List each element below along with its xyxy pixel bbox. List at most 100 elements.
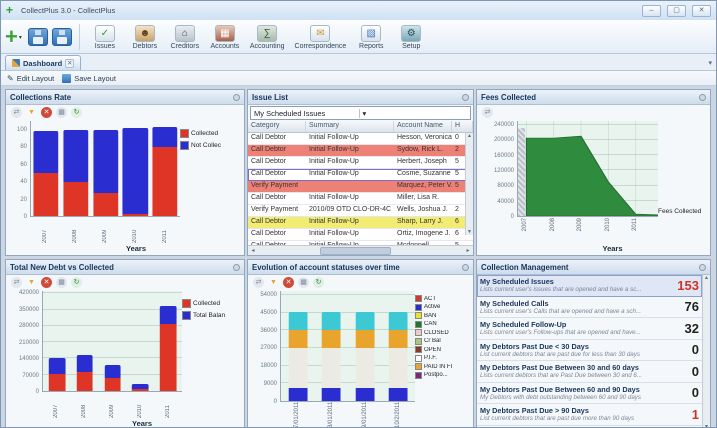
pin-icon[interactable] [233, 93, 240, 101]
tab-close-icon[interactable]: ✕ [65, 58, 75, 68]
pin-icon[interactable] [462, 263, 469, 271]
table-cell: Wells, Joshua J. [397, 206, 448, 213]
toolbar-button-issues[interactable]: ✓ Issues [85, 21, 125, 53]
table-row[interactable]: Call Debtor Initial Follow-Up Cosme, Suzan… [248, 169, 473, 181]
pin-icon[interactable] [462, 93, 469, 101]
navigate-icon[interactable]: ⇄ [11, 276, 22, 288]
panel-header[interactable]: Evolution of account statuses over time [248, 260, 473, 275]
refresh-icon[interactable]: ↻ [71, 106, 82, 118]
y-axis: 0 9000 18000 27000 36000 45000 54000 [260, 291, 277, 405]
issue-filter-dropdown[interactable]: My Scheduled Issues ▾ [250, 106, 471, 120]
pin-icon[interactable] [699, 93, 706, 101]
table-row[interactable]: Call Debtor Initial Follow-Up Sharp, Larry… [248, 217, 473, 229]
filter-icon[interactable]: ▼ [28, 278, 35, 286]
scroll-right-icon[interactable]: ▸ [466, 248, 470, 254]
maximize-button[interactable]: ▢ [667, 4, 686, 17]
close-icon[interactable]: ✕ [41, 106, 52, 118]
scroll-down-icon[interactable]: ▼ [704, 424, 709, 427]
x-axis: 2007 2008 2009 2010 2011 [30, 217, 180, 244]
bar-7/01/2011 [288, 311, 308, 401]
kpi-row[interactable]: My Scheduled Issues Lists current user's … [477, 275, 702, 297]
tab-dashboard[interactable]: Dashboard ✕ [5, 55, 82, 70]
scroll-down-icon[interactable]: ▼ [467, 229, 472, 235]
scroll-up-icon[interactable]: ▲ [467, 133, 472, 139]
toolbar-button-debtors[interactable]: ☻ Debtors [125, 21, 165, 53]
vertical-scrollbar[interactable]: ▲ ▼ [465, 133, 473, 235]
filter-icon[interactable]: ▼ [28, 108, 35, 116]
x-axis: 7/01/2011 8/01/2011 9/01/2011 10/2/2011 [280, 402, 415, 427]
debtors-icon: ☻ [134, 24, 155, 42]
toolbar-button-creditors[interactable]: ⌂ Creditors [165, 21, 205, 53]
toolbar-button-correspondence[interactable]: ✉ Correspondence [290, 21, 352, 53]
table-row[interactable]: Call Debtor Initial Follow-Up Ortiz, Imoge… [248, 229, 473, 241]
toolbar-button-accounts[interactable]: ▦ Accounts [205, 21, 245, 53]
table-cell: 6 [455, 218, 459, 225]
dashboard: Collections Rate ⇄ ▼ ✕ ▦ ↻ 0 20 40 60 80 100 Colle… [1, 86, 716, 427]
table-row[interactable]: Call Debtor Initial Follow-Up Hesson, Vero… [248, 133, 473, 145]
bar-segment [48, 358, 66, 374]
pin-icon[interactable] [699, 263, 706, 271]
save-all-button[interactable] [51, 28, 72, 46]
kpi-row[interactable]: My Debtors Past Due > 90 Days List curren… [477, 404, 702, 426]
scrollbar-track[interactable] [258, 246, 463, 255]
save-layout-button[interactable]: Save Layout [62, 73, 116, 83]
legend-item: OPEN [415, 346, 471, 353]
close-icon[interactable]: ✕ [41, 276, 52, 288]
navigate-icon[interactable]: ⇄ [482, 106, 493, 118]
kpi-row[interactable]: My Debtors Past Due < 30 Days List curren… [477, 339, 702, 361]
table-row[interactable]: Verify Payment Marquez, Peter V. 5 [248, 181, 473, 193]
panel-header[interactable]: Total New Debt vs Collected [6, 260, 244, 275]
panel-header[interactable]: Collection Management [477, 260, 710, 275]
column-header[interactable]: H [452, 121, 473, 132]
table-cell: Initial Follow-Up [309, 230, 359, 237]
close-button[interactable]: ✕ [692, 4, 711, 17]
minimize-button[interactable]: ‒ [642, 4, 661, 17]
table-cell: Sharp, Larry J. [397, 218, 443, 225]
panel-toolbar: ⇄ ▼ ✕ ▦ ↻ [6, 275, 244, 289]
export-icon[interactable]: ▦ [56, 106, 67, 118]
legend-item: Postpo... [415, 371, 471, 379]
refresh-icon[interactable]: ↻ [71, 276, 82, 288]
edit-layout-button[interactable]: ✎ Edit Layout [7, 74, 54, 83]
scroll-up-icon[interactable]: ▲ [704, 275, 709, 281]
panel-header[interactable]: Issue List [248, 90, 473, 105]
table-row[interactable]: Call Debtor Initial Follow-Up Herbert, Jos… [248, 157, 473, 169]
pin-icon[interactable] [233, 263, 240, 271]
scroll-left-icon[interactable]: ◂ [251, 248, 255, 254]
toolbar-button-reports[interactable]: ▧ Reports [351, 21, 391, 53]
toolbar-button-setup[interactable]: ⚙ Setup [391, 21, 431, 53]
tab-overflow-icon[interactable]: ▾ [708, 60, 712, 67]
kpi-row[interactable]: My Debtors Past Due Between 60 and 90 Da… [477, 382, 702, 404]
column-header[interactable]: Category [248, 121, 306, 132]
column-header[interactable]: Account Name [394, 121, 452, 132]
vertical-scrollbar[interactable]: ▲ ▼ [702, 275, 710, 427]
filter-icon[interactable]: ▼ [270, 278, 277, 286]
table-row[interactable]: Call Debtor Initial Follow-Up Miller, Lisa… [248, 193, 473, 205]
table-row[interactable]: Call Debtor Initial Follow-Up Sydow, Rick … [248, 145, 473, 157]
scrollbar-thumb[interactable] [319, 246, 392, 255]
kpi-row[interactable]: My Scheduled Follow-Up Lists current user… [477, 318, 702, 340]
kpi-row[interactable]: My Scheduled Calls Lists current user's C… [477, 296, 702, 318]
issue-filter-value: My Scheduled Issues [254, 108, 326, 118]
table-cell: Initial Follow-Up [309, 218, 359, 225]
bar-2009 [92, 129, 119, 216]
panel-header[interactable]: Collections Rate [6, 90, 244, 105]
kpi-row[interactable]: My Debtors Past Due Between 30 and 60 da… [477, 361, 702, 383]
toolbar-button-accounting[interactable]: ∑ Accounting [245, 21, 290, 53]
navigate-icon[interactable]: ⇄ [11, 106, 22, 118]
y-axis: 0 70000 140000 210000 280000 350000 420000 [18, 290, 39, 395]
close-icon[interactable]: ✕ [283, 276, 294, 288]
column-header[interactable]: Summary [306, 121, 394, 132]
export-icon[interactable]: ▦ [298, 276, 309, 288]
horizontal-scrollbar[interactable]: ◂ ▸ [248, 245, 473, 255]
export-icon[interactable]: ▦ [56, 276, 67, 288]
bar-2010 [131, 384, 149, 391]
table-row[interactable]: Verify Payment 2010/09 OTD CLO-DR-4C Wells… [248, 205, 473, 217]
save-button[interactable] [27, 28, 48, 46]
refresh-icon[interactable]: ↻ [313, 276, 324, 288]
app-icon: + [6, 3, 14, 17]
panel-header[interactable]: Fees Collected [477, 90, 710, 105]
navigate-icon[interactable]: ⇄ [253, 276, 264, 288]
new-button[interactable]: + ▾ [5, 26, 22, 48]
